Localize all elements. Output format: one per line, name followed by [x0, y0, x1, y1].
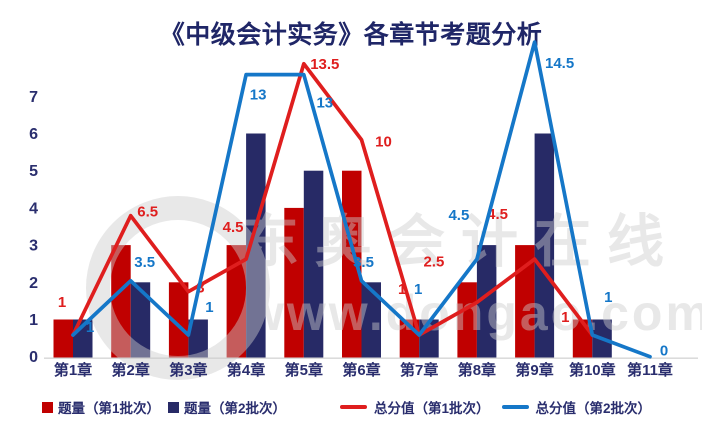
data-label: 13.5: [310, 56, 339, 73]
legend-label: 总分值（第1批次）: [374, 401, 490, 416]
category-label: 第10章: [569, 361, 616, 379]
navy-square-swatch-icon: [168, 401, 180, 413]
y-axis-tick-label: 1: [29, 312, 38, 329]
bar-series-batch2: [73, 133, 612, 358]
data-label: 1: [58, 294, 66, 311]
bar: [226, 245, 247, 358]
bar: [303, 170, 324, 358]
legend-label: 题量（第1批次）: [58, 401, 161, 416]
data-label: 0: [660, 343, 668, 360]
category-label: 第5章: [285, 361, 323, 379]
y-axis-tick-label: 6: [29, 126, 38, 143]
bar: [476, 245, 497, 358]
bar: [130, 282, 151, 358]
y-axis-tick-label: 2: [29, 275, 38, 292]
legend-label: 总分值（第2批次）: [535, 401, 652, 416]
data-label: 14.5: [545, 55, 574, 72]
data-label: 13: [316, 95, 333, 112]
legend-item-score-batch2: 总分值（第2批次）: [501, 397, 652, 417]
red-line-swatch-icon: [340, 405, 368, 409]
line-series-batch1: [71, 61, 595, 337]
category-label: 第7章: [400, 361, 438, 379]
y-axis-tick-label: 5: [29, 163, 38, 180]
line-series-batch2: [71, 40, 652, 359]
legend-label: 题量（第2批次）: [184, 401, 287, 416]
bar: [515, 245, 535, 358]
category-label: 第11章: [627, 361, 673, 379]
data-label: 1: [604, 289, 612, 306]
watermark-brand-text: 东奥会计在线: [242, 210, 680, 274]
data-label: 2.5: [423, 253, 444, 270]
data-label: 1: [205, 299, 213, 316]
bar: [53, 319, 73, 358]
data-label: 1: [398, 281, 406, 298]
legend-item-score-batch1: 总分值（第1批次）: [340, 397, 490, 417]
watermark: 东奥会计在线 www.dongao.com: [86, 196, 702, 380]
legend-item-questions-batch1: 题量（第1批次）: [42, 397, 160, 417]
watermark-url-text: www.dongao.com: [244, 285, 702, 341]
bar: [168, 282, 189, 358]
data-label: 1: [86, 319, 94, 336]
data-label: 1: [414, 281, 422, 298]
category-label: 第1章: [54, 361, 92, 379]
data-label: 1: [561, 309, 569, 326]
bar: [457, 282, 477, 358]
legend-item-questions-batch2: 题量（第2批次）: [168, 397, 286, 417]
chart-legend: 题量（第1批次） 题量（第2批次） 总分值（第1批次） 总分值（第2批次）: [42, 397, 651, 417]
data-label: 4.5: [223, 219, 244, 236]
data-label: 4.5: [487, 206, 508, 223]
bar: [284, 207, 304, 358]
category-label: 第3章: [169, 361, 207, 379]
data-label: 4.5: [448, 207, 469, 224]
y-axis-tick-label: 4: [29, 200, 38, 217]
bar: [342, 170, 362, 358]
data-label: 6.5: [137, 204, 158, 221]
data-label: 13: [250, 87, 267, 104]
combo-chart-canvas: 东奥会计在线www.dongao.com16.534.513.51012.54.…: [29, 40, 702, 380]
data-label: 10: [375, 134, 392, 151]
data-label: 3.5: [134, 254, 155, 271]
bar-series-batch1: [53, 170, 593, 358]
dongao-logo-watermark-icon: [86, 196, 270, 380]
bar: [111, 245, 131, 358]
category-label: 第4章: [227, 361, 265, 379]
bar: [361, 282, 381, 358]
chart-title: 《中级会计实务》各章节考题分析: [159, 21, 543, 49]
blue-line-swatch-icon: [501, 405, 529, 409]
data-label: 3.5: [353, 254, 374, 271]
category-label: 第8章: [458, 361, 496, 379]
bar: [534, 133, 555, 358]
y-axis-tick-label: 0: [29, 349, 38, 366]
bar: [246, 133, 266, 358]
red-square-swatch-icon: [42, 401, 53, 413]
bar: [188, 319, 208, 358]
category-label: 第6章: [342, 361, 380, 379]
category-label: 第2章: [112, 361, 150, 379]
category-label: 第9章: [515, 361, 553, 379]
y-axis-tick-label: 7: [29, 89, 38, 106]
y-axis-tick-label: 3: [29, 238, 38, 255]
